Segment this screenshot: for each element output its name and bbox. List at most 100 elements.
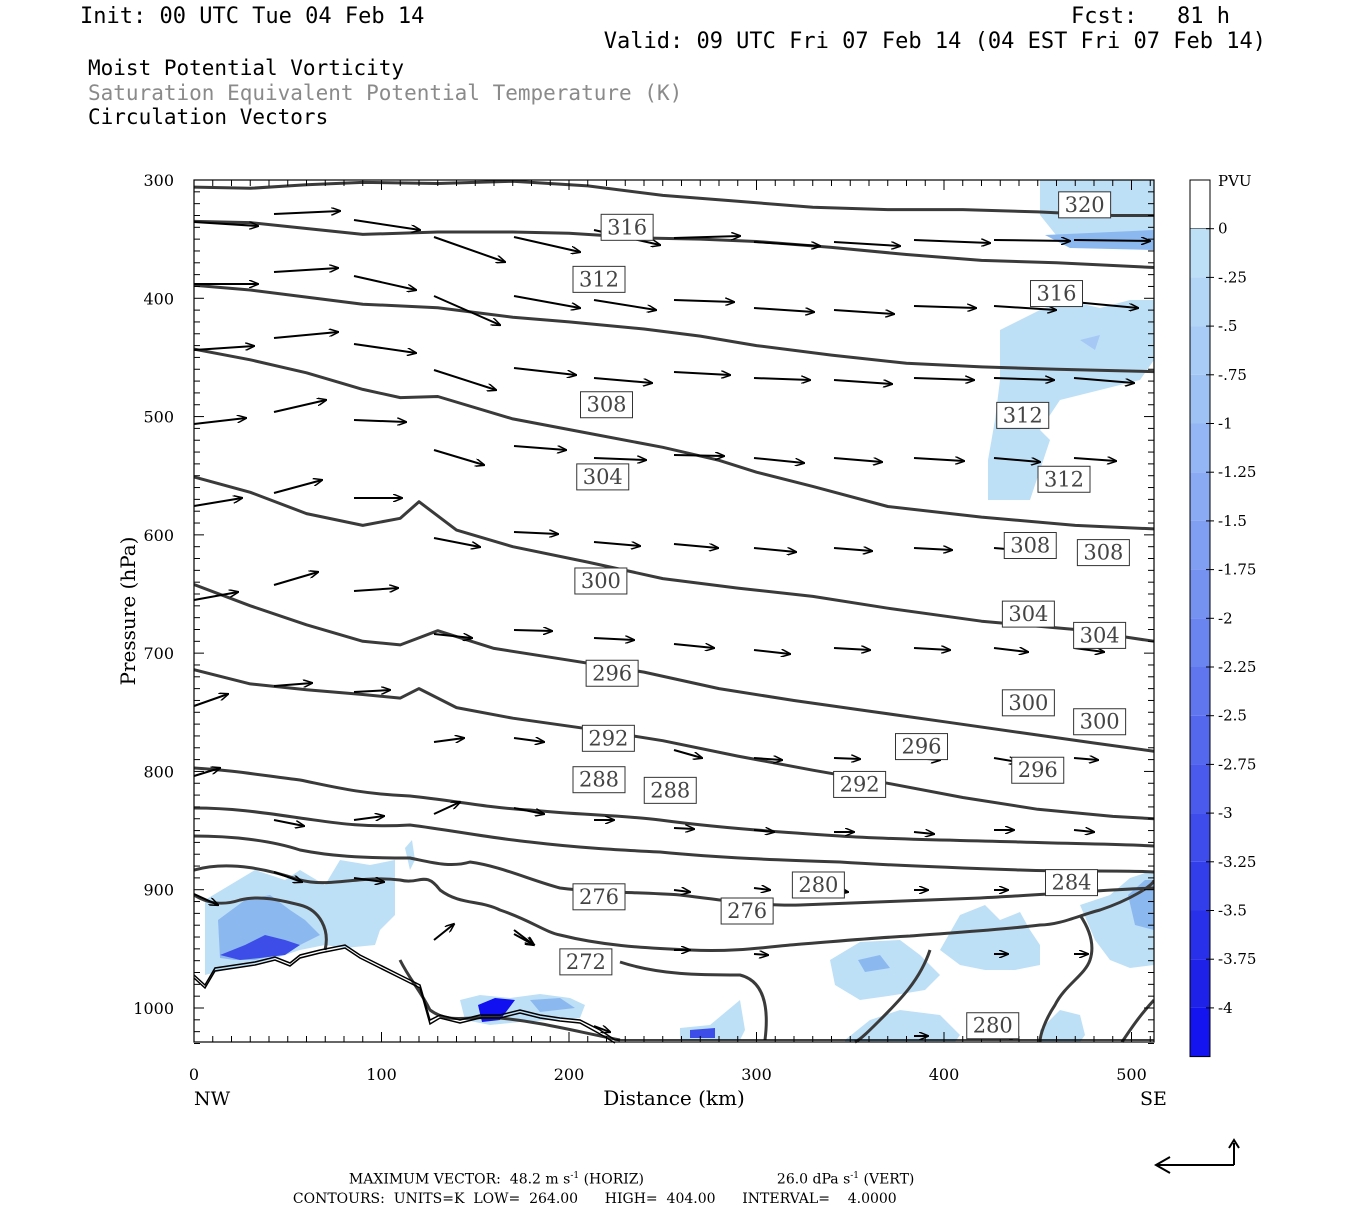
vector-arrow — [753, 378, 810, 380]
colorbar-level: -.5 — [1218, 317, 1237, 335]
contour-label-box — [1003, 532, 1057, 560]
contour-label-box — [1076, 539, 1130, 567]
contour-label: 312 — [1044, 467, 1084, 491]
max-vector-vert: 26.0 dPa s — [776, 1171, 851, 1188]
title-theta-es: Saturation Equivalent Potential Temperat… — [88, 81, 683, 105]
vector-arrow — [353, 816, 384, 820]
contour-label-box — [585, 659, 639, 687]
contour-label-box — [1037, 465, 1091, 493]
vector-arrow — [753, 758, 782, 760]
footer-max-vector-vert: 26.0 dPa s-1 (VERT) — [776, 1171, 915, 1188]
contour-label-box — [833, 770, 887, 798]
vector-arrow — [833, 457, 882, 462]
vector-arrow — [273, 871, 302, 882]
vector-arrow — [353, 343, 416, 353]
x-tick-labels: 0 100 200 300 400 500 — [189, 1065, 1147, 1084]
x-tick-label: 500 — [1116, 1065, 1147, 1084]
x-tick-label: 100 — [366, 1065, 397, 1084]
vector-arrow — [833, 758, 860, 759]
colorbar-swatch — [1190, 667, 1210, 716]
vector-arrow — [273, 400, 326, 413]
vector-arrow — [273, 819, 304, 826]
colorbar-level: -3 — [1218, 804, 1233, 822]
colorbar-unit: PVU — [1218, 172, 1252, 190]
vector-arrow — [753, 457, 804, 463]
contour-label: 300 — [1008, 691, 1048, 715]
vector-arrow — [1073, 830, 1094, 832]
vector-arrow — [993, 648, 1028, 652]
contour-label-box — [1030, 280, 1083, 308]
vector-arrow — [833, 548, 872, 551]
contour-label: 292 — [840, 772, 880, 796]
contour-label-box — [1001, 689, 1055, 717]
colorbar-level: -2.75 — [1218, 755, 1256, 773]
y-axis-title: Pressure (hPa) — [116, 537, 140, 686]
contours-interval: INTERVAL= 4.0000 — [742, 1191, 897, 1207]
max-vector-horiz-unit: (HORIZ) — [583, 1171, 644, 1188]
vector-arrow — [913, 378, 974, 380]
vector-arrow — [273, 268, 338, 273]
contour-label: 280 — [973, 1014, 1013, 1038]
colorbar-swatch — [1190, 326, 1210, 375]
contour-label: 316 — [607, 215, 647, 239]
vector-arrow — [1073, 758, 1098, 760]
contour-line-2 — [194, 283, 1154, 374]
vector-arrow — [273, 480, 322, 494]
vector-arrow — [193, 694, 228, 707]
y-tick-label: 300 — [143, 171, 174, 190]
colorbar-level: -1 — [1218, 415, 1233, 433]
colorbar-swatch — [1190, 959, 1210, 1008]
contour-label-box — [580, 391, 633, 419]
colorbar-level: -.75 — [1218, 366, 1247, 384]
contour-label-box — [1001, 600, 1055, 628]
contour-label: 316 — [1036, 282, 1076, 306]
vector-arrow — [993, 457, 1040, 462]
cross-section-chart: 0 100 200 300 400 500 300 400 500 600 700 800 900 10… — [116, 171, 1256, 1110]
footer-max-vector: MAXIMUM VECTOR: 48.2 m s-1 (HORIZ) — [348, 1171, 644, 1188]
colorbar-swatch — [1189, 179, 1211, 230]
vector-arrow — [433, 633, 472, 638]
vector-arrow — [753, 954, 768, 955]
max-vector-label: MAXIMUM VECTOR: — [348, 1171, 501, 1188]
contour-line-1 — [194, 219, 1154, 269]
vector-arrow — [753, 241, 820, 246]
vector-arrow — [673, 300, 734, 302]
vector-arrow — [193, 418, 246, 425]
x-tick-label: 0 — [189, 1065, 199, 1084]
vector-arrow — [673, 543, 718, 548]
vector-arrow — [433, 369, 496, 390]
y-tick-label: 900 — [143, 881, 174, 900]
vector-arrow — [913, 458, 964, 461]
vector-arrow — [193, 768, 220, 777]
colorbar-swatch — [1190, 618, 1210, 667]
vector-arrow — [193, 592, 238, 601]
contour-label-box — [966, 1012, 1020, 1040]
axis-ticks — [193, 179, 1154, 1044]
contour-label-box — [572, 883, 626, 911]
vector-arrow — [673, 890, 690, 892]
colorbar-swatch — [1190, 277, 1210, 327]
colorbar-level: -1.5 — [1218, 512, 1247, 530]
vector-arrow — [673, 643, 714, 648]
colorbar-swatch — [1190, 228, 1210, 278]
contour-label-box — [1058, 191, 1112, 219]
vector-arrow — [833, 309, 894, 314]
contour-label: 292 — [588, 726, 628, 750]
vector-arrow — [673, 455, 724, 456]
contour-label: 304 — [1008, 602, 1048, 626]
x-tick-label: 300 — [741, 1065, 772, 1084]
vector-arrow — [353, 275, 416, 290]
colorbar-level: -3.75 — [1218, 950, 1256, 968]
contour-label-box — [572, 766, 626, 794]
x-tick-label: 400 — [929, 1065, 960, 1084]
vector-arrow — [1073, 458, 1116, 461]
contour-label: 308 — [1010, 534, 1050, 558]
contour-label: 288 — [579, 768, 619, 792]
endpoint-right: SE — [1140, 1088, 1167, 1110]
y-tick-label: 800 — [143, 762, 174, 781]
colorbar-swatch — [1190, 715, 1210, 765]
vector-arrow — [513, 295, 580, 308]
contour-label: 312 — [1003, 403, 1043, 427]
y-tick-label: 700 — [143, 644, 174, 663]
vector-arrow — [593, 541, 640, 546]
